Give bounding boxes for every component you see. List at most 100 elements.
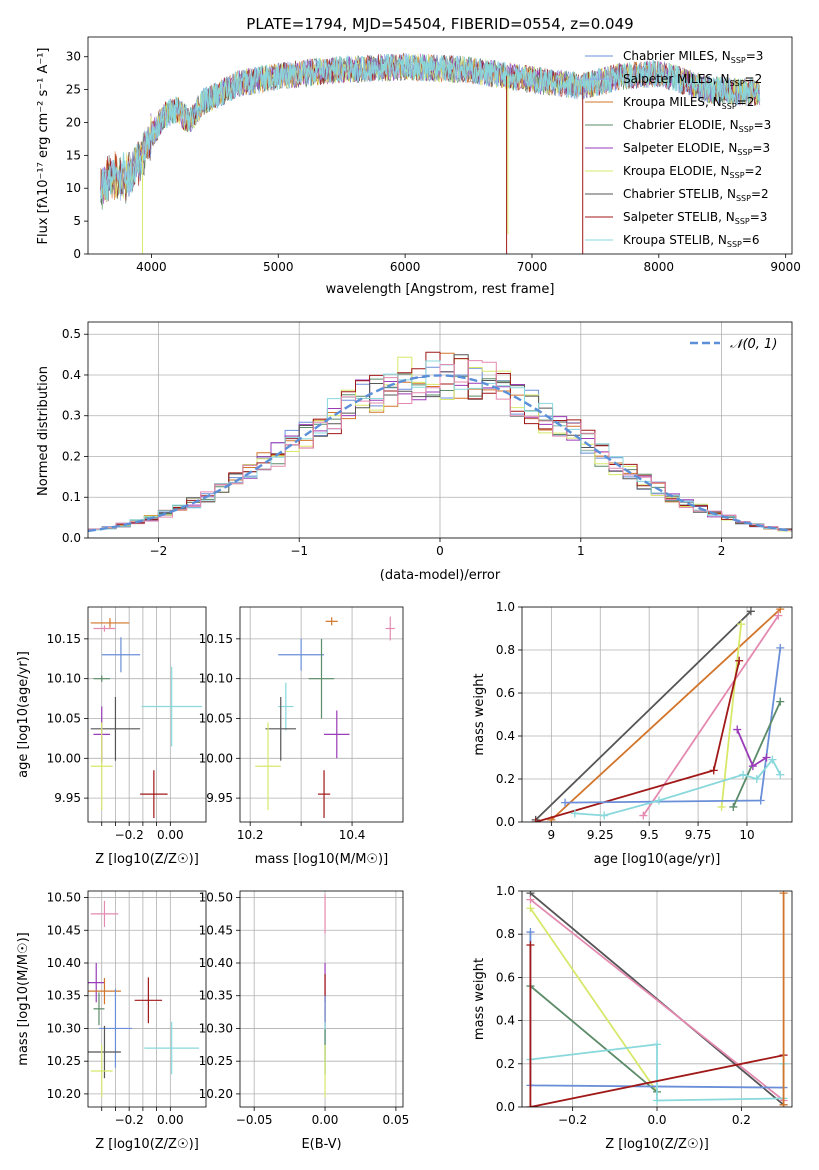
y-axis-label: Normed distribution (36, 366, 51, 496)
legend-label: Kroupa MILES, NSSP=2 (623, 95, 754, 111)
weight-series-line (574, 757, 782, 817)
plot-area (88, 322, 792, 538)
weight-series-line (720, 624, 742, 808)
x-tick-label: −0.2 (558, 1113, 587, 1127)
x-tick-label: 1 (577, 544, 585, 558)
legend: Chabrier MILES, NSSP=3 Salpeter MILES, NS… (585, 49, 771, 249)
weight-point-marker (739, 770, 748, 779)
x-axis-label: Z [log10(Z/Z☉)] (605, 1137, 709, 1152)
x-tick-label: 0 (436, 544, 444, 558)
y-tick-label: 10.05 (47, 711, 81, 725)
x-tick-label: 8000 (644, 260, 675, 274)
weight-point-marker (762, 753, 771, 762)
x-tick-label: 0.0 (647, 1113, 666, 1127)
chart-panel-2: −0.2 0.00 9.95 10.00 10.05 10.10 10.15 Z [log10… (16, 606, 207, 867)
legend-label: Salpeter ELODIE, NSSP=3 (623, 141, 770, 157)
weight-series-line (550, 608, 781, 821)
chart-panel-0: 4000 5000 6000 7000 8000 9000 0 5 10 15 20 25 30 Chab… (36, 36, 801, 297)
weight-point-marker (737, 620, 746, 629)
weight-point-marker (729, 802, 738, 811)
weight-series-line (529, 985, 658, 1093)
y-tick-label: 0.6 (496, 686, 515, 700)
axes-frame (239, 890, 404, 1108)
legend-label: 𝒩(0, 1) (730, 337, 777, 352)
weight-series-line (529, 945, 784, 1107)
x-tick-label: 9.75 (685, 828, 712, 842)
y-tick-label: 10.25 (199, 1054, 233, 1068)
y-tick-label: 10 (66, 181, 81, 195)
y-tick-label: 10.45 (47, 923, 81, 937)
chart-panel-1: −2 −1 0 1 2 0.0 0.1 0.2 0.3 0.4 0.5 𝒩(0, 1) (data-mo… (36, 321, 793, 583)
x-axis-label: (data-model)/error (380, 568, 501, 583)
weight-point-marker (748, 762, 757, 771)
x-tick-label: −2 (150, 544, 168, 558)
axes-frame (87, 36, 793, 255)
x-tick-label: 10.2 (237, 828, 264, 842)
y-tick-label: 0.2 (62, 449, 81, 463)
legend-label: Salpeter MILES, NSSP=2 (623, 72, 762, 88)
weight-point-marker (600, 811, 609, 820)
weight-series-line (642, 615, 780, 817)
x-tick-label: 5000 (263, 260, 294, 274)
weight-point-marker (570, 809, 579, 818)
x-tick-label: 10 (739, 828, 754, 842)
weight-point-marker (709, 766, 718, 775)
y-tick-label: 10.50 (47, 891, 81, 905)
plot-area (88, 607, 206, 822)
weight-point-marker (779, 1100, 788, 1107)
y-tick-label: 1.0 (496, 884, 515, 898)
y-tick-label: 20 (66, 115, 81, 129)
weight-point-marker (776, 607, 785, 614)
weight-point-marker (526, 1103, 535, 1107)
axes-frame (521, 606, 793, 823)
y-tick-label: 10.40 (47, 956, 81, 970)
weight-series-line (535, 610, 752, 821)
chart-panel-4: 9 9.25 9.5 9.75 10 0.0 0.2 0.4 0.6 0.8 1.0 age [log… (472, 600, 793, 867)
chart-panel-3: 10.2 10.4 9.95 10.00 10.05 10.10 10.15 mass [lo… (199, 606, 404, 867)
y-tick-label: 0 (73, 247, 81, 261)
chart-panel-6: −0.05 0.00 0.05 10.20 10.25 10.30 10.35 10.40 10… (199, 891, 410, 1152)
y-tick-label: 0.0 (496, 815, 515, 829)
y-tick-label: 0.4 (496, 729, 515, 743)
spectrum-line (100, 53, 761, 201)
axes-frame (87, 890, 207, 1108)
y-tick-label: 0.0 (496, 1100, 515, 1114)
normal-curve (88, 374, 792, 533)
x-tick-label: 9.5 (640, 828, 659, 842)
axes-frame (87, 321, 793, 539)
x-axis-label: Z [log10(Z/Z☉)] (95, 1137, 199, 1152)
weight-point-marker (526, 895, 535, 904)
x-tick-label: −0.2 (115, 828, 144, 842)
y-tick-label: 10.00 (199, 751, 233, 765)
weight-point-marker (717, 802, 726, 811)
weight-point-marker (774, 611, 783, 620)
x-tick-label: −0.05 (236, 1113, 273, 1127)
y-tick-label: 10.40 (199, 956, 233, 970)
x-axis-label: age [log10(age/yr)] (594, 852, 721, 867)
y-tick-label: 10.35 (47, 989, 81, 1003)
weight-point-marker (639, 811, 648, 820)
weight-point-marker (561, 798, 570, 807)
weight-point-marker (733, 725, 742, 734)
weight-point-marker (776, 697, 785, 706)
plot-area (522, 607, 792, 822)
x-tick-label: 9000 (770, 260, 801, 274)
y-tick-label: 10.20 (199, 1087, 233, 1101)
y-tick-label: 0.8 (496, 927, 515, 941)
weight-series-line (529, 907, 658, 1093)
y-tick-label: 0.1 (62, 490, 81, 504)
weight-point-marker (531, 818, 540, 822)
chart-panel-5: −0.2 0.00 10.20 10.25 10.30 10.35 10.40 10.45 10… (16, 890, 207, 1152)
y-tick-label: 0.6 (496, 970, 515, 984)
y-tick-label: 10.15 (199, 632, 233, 646)
axes-frame (521, 890, 793, 1108)
x-tick-label: 0.05 (383, 1113, 410, 1127)
x-tick-label: 7000 (517, 260, 548, 274)
x-tick-label: 4000 (136, 260, 167, 274)
y-tick-label: 10.10 (199, 672, 233, 686)
x-axis-label: wavelength [Angstrom, rest frame] (326, 282, 555, 297)
x-axis-label: Z [log10(Z/Z☉)] (95, 852, 199, 867)
y-tick-label: 0.2 (496, 1057, 515, 1071)
weight-point-marker (653, 1096, 661, 1105)
y-tick-label: 15 (66, 148, 81, 162)
